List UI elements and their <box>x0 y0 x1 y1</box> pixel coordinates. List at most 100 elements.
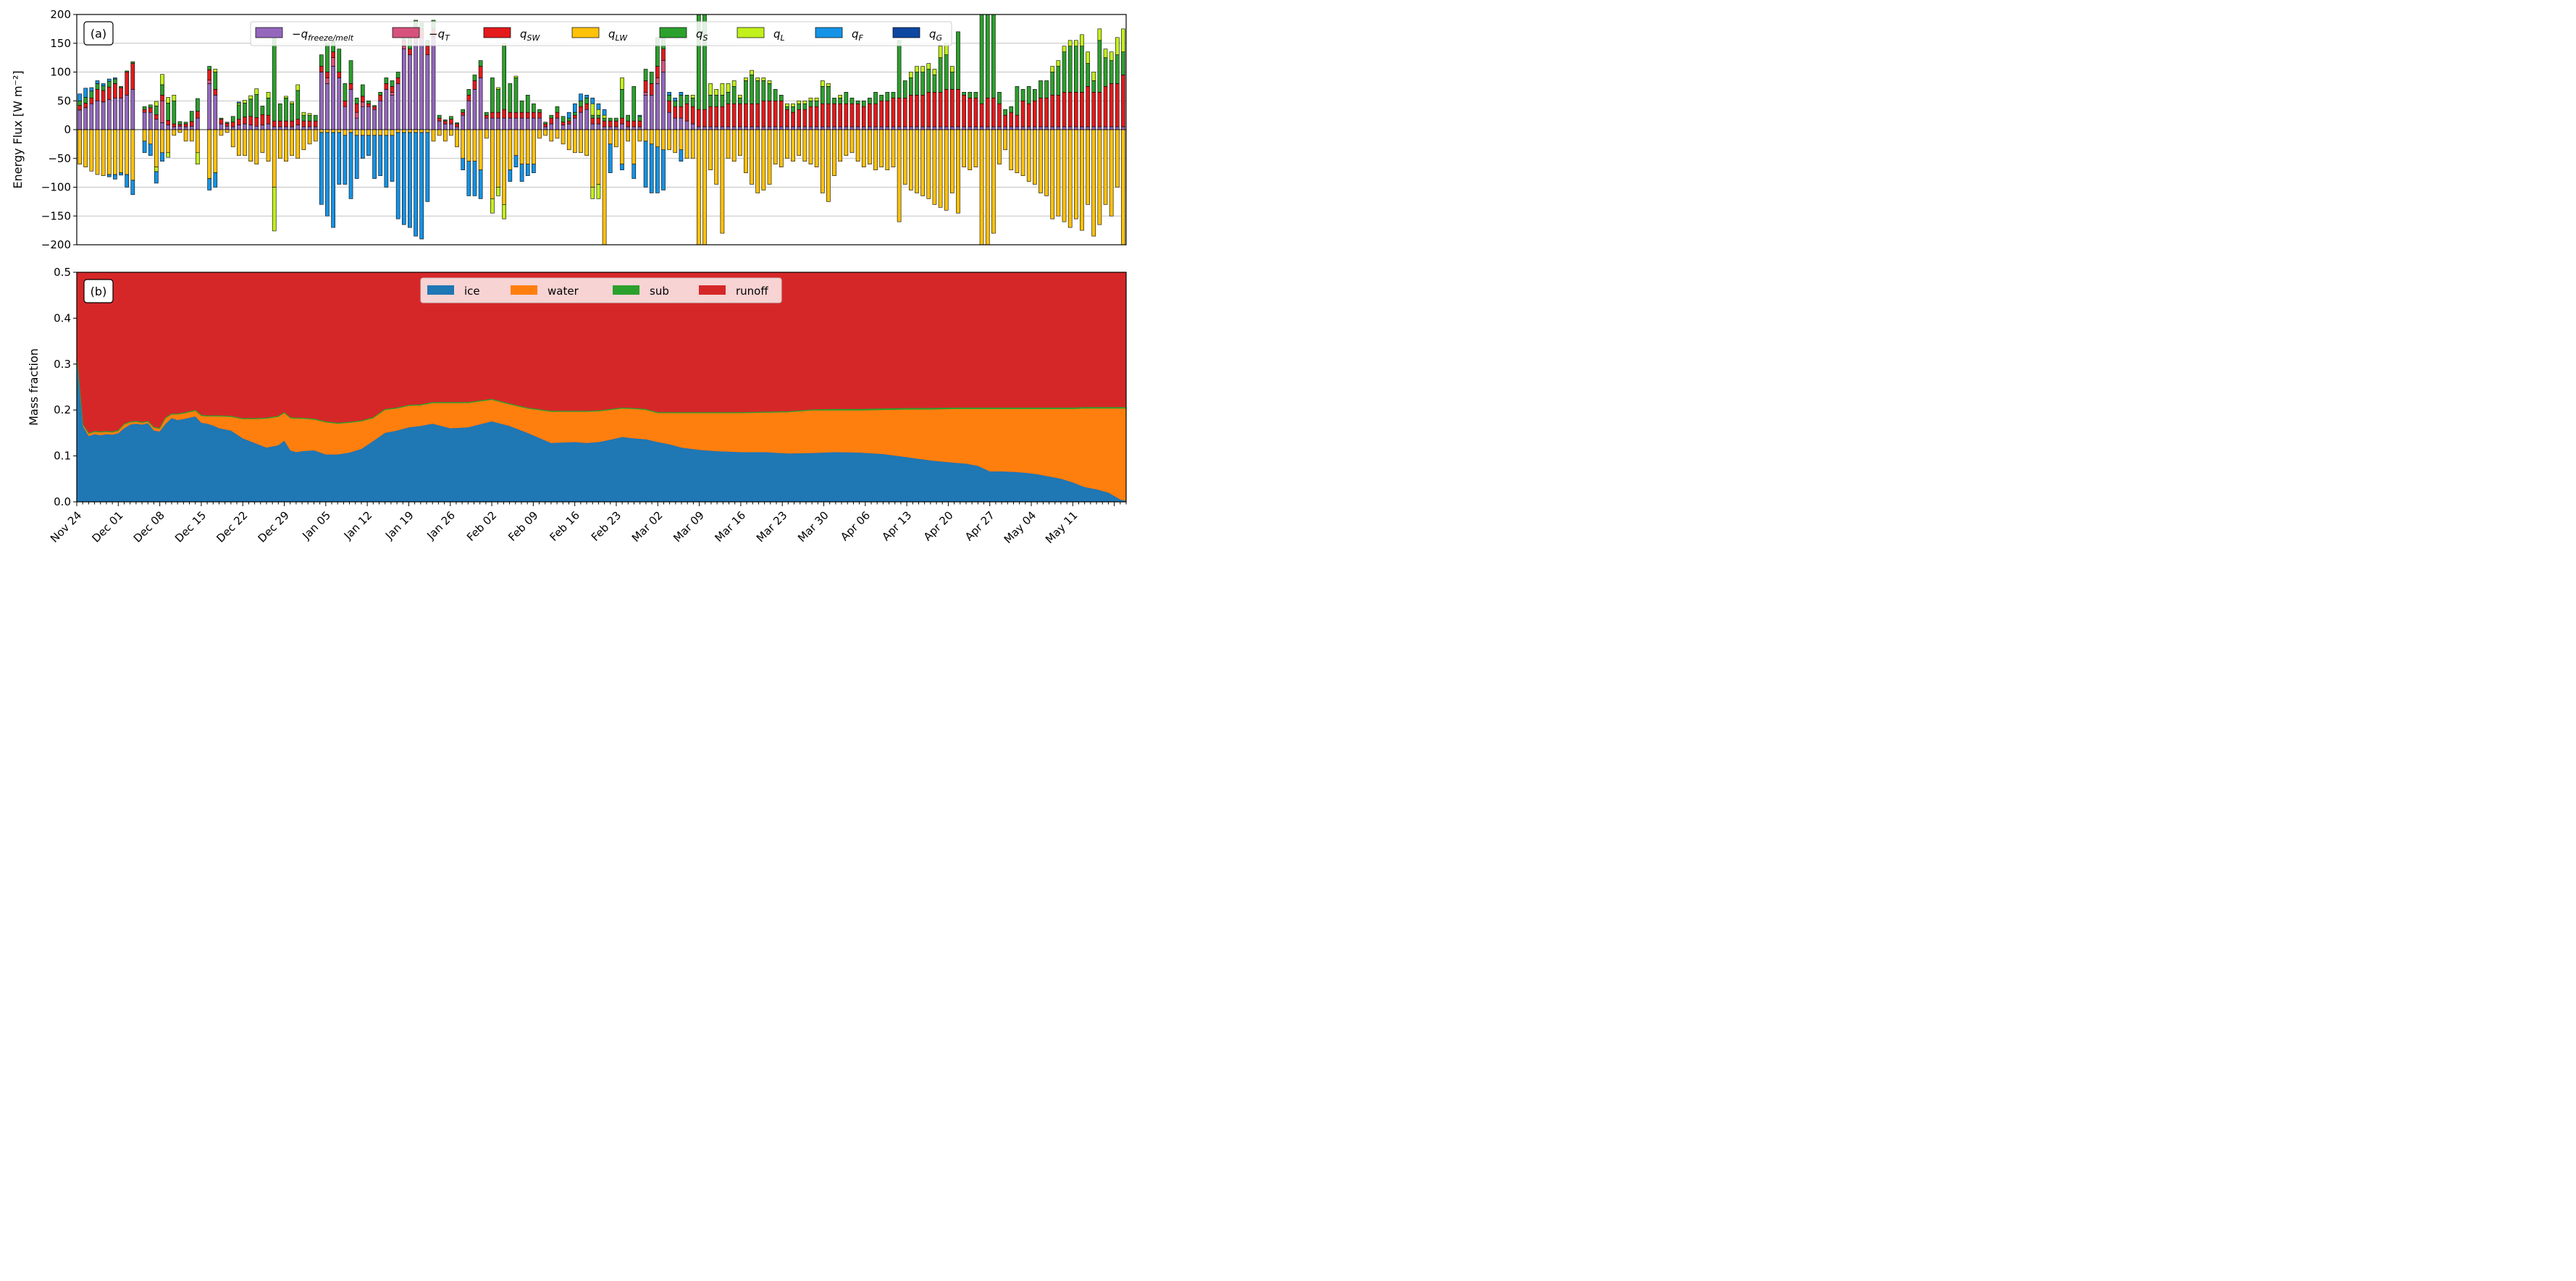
flux-bar-qLW <box>301 129 306 151</box>
x-tick-label: May 11 <box>1043 509 1081 547</box>
flux-bar-freeze_melt <box>702 126 707 130</box>
flux-bar-qL <box>490 198 495 214</box>
x-tick-label: Mar 23 <box>754 509 790 545</box>
flux-bar-qLW <box>414 129 418 133</box>
flux-bar-qF <box>113 174 117 180</box>
flux-bar-qSW <box>154 114 159 119</box>
flux-bar-qL <box>808 97 813 101</box>
flux-bar-freeze_melt <box>125 95 130 130</box>
flux-bar-qSW <box>826 103 831 127</box>
flux-bar-qL <box>154 101 159 106</box>
flux-bar-freeze_melt <box>537 117 542 130</box>
flux-bar-qLW <box>1044 129 1049 196</box>
flux-bar-qL <box>1062 46 1067 52</box>
flux-bar-qF <box>661 149 666 190</box>
flux-bar-qSW <box>962 95 966 127</box>
flux-bar-qSW <box>472 80 477 90</box>
flux-bar-qSW <box>130 63 135 90</box>
flux-bar-qS <box>573 112 577 116</box>
flux-bar-qS <box>537 109 542 113</box>
flux-bar-qS <box>177 121 182 125</box>
flux-bar-qLW <box>802 129 807 162</box>
flux-bar-freeze_melt <box>902 126 907 130</box>
flux-bar-qL <box>272 187 277 232</box>
flux-bar-qS <box>508 83 513 113</box>
flux-bar-qLW <box>95 129 100 175</box>
flux-bar-qL <box>938 46 943 58</box>
flux-bar-freeze_melt <box>478 77 483 130</box>
flux-bar-qLW <box>997 129 1002 165</box>
flux-bar-qF <box>525 164 530 176</box>
flux-bar-qF <box>106 78 112 82</box>
flux-bar-qL <box>826 83 831 87</box>
flux-bar-qSW <box>1009 112 1014 127</box>
flux-bar-freeze_melt <box>879 126 884 130</box>
flux-bar-qSW <box>225 122 230 127</box>
flux-bar-freeze_melt <box>384 89 389 130</box>
flux-bar-qS <box>478 60 483 67</box>
flux-bar-qLW <box>177 129 182 133</box>
flux-bar-qLW <box>354 129 359 136</box>
flux-bar-qLW <box>879 129 884 167</box>
flux-bar-freeze_melt <box>561 125 566 130</box>
flux-bar-qSW <box>537 112 542 119</box>
flux-bar-qS <box>125 70 130 72</box>
flux-bar-qLW <box>196 129 200 154</box>
flux-bar-qLW <box>744 129 748 173</box>
flux-bar-qF <box>579 93 583 101</box>
flux-bar-qS <box>166 103 171 121</box>
legend-label-ice: ice <box>464 285 480 298</box>
flux-bar-qSW <box>891 97 896 127</box>
flux-bar-qLW <box>679 129 684 151</box>
flux-bar-qL <box>301 112 306 116</box>
flux-bar-qSW <box>348 83 353 90</box>
flux-bar-qL <box>496 187 500 196</box>
flux-bar-freeze_melt <box>313 126 318 130</box>
flux-bar-qLW <box>791 129 795 162</box>
flux-bar-qSW <box>761 100 766 127</box>
flux-bar-qSW <box>997 103 1002 127</box>
flux-bar-qF <box>408 132 412 228</box>
flux-bar-qL <box>1067 40 1073 47</box>
flux-bar-qLW <box>779 129 784 167</box>
flux-bar-qSW <box>307 120 312 127</box>
legend-label-qL: qL <box>773 28 785 43</box>
flux-bar-qSW <box>915 95 919 127</box>
flux-bar-qSW <box>525 112 530 119</box>
flux-bar-qL <box>720 83 725 96</box>
x-tick-label: Mar 09 <box>671 509 707 545</box>
flux-bar-qS <box>113 78 117 84</box>
flux-bar-qF <box>237 101 241 104</box>
flux-bar-qLW <box>401 129 406 133</box>
flux-bar-qS <box>944 54 949 90</box>
x-tick-label: Dec 01 <box>89 509 125 545</box>
flux-bar-freeze_melt <box>744 126 748 130</box>
legend-label-qLW: qLW <box>608 28 628 43</box>
flux-bar-qLW <box>655 129 660 148</box>
flux-bar-qSW <box>737 103 742 127</box>
flux-bar-qSW <box>584 103 589 110</box>
flux-bar-qLW <box>620 129 624 165</box>
legend-swatch-qT <box>392 27 420 38</box>
flux-bar-qSW <box>655 66 660 78</box>
y-tick-label: −100 <box>41 181 71 194</box>
flux-bar-qS <box>301 114 306 122</box>
flux-bar-qLW <box>395 129 400 133</box>
flux-bar-qSW <box>543 123 547 127</box>
x-tick-label: Dec 08 <box>131 509 167 545</box>
flux-bar-freeze_melt <box>77 109 82 130</box>
flux-bar-qS <box>690 97 695 107</box>
flux-bar-freeze_melt <box>1050 126 1055 130</box>
flux-bar-qL <box>750 70 754 75</box>
flux-bar-qL <box>767 80 772 84</box>
energy-flux-legend: −qfreeze/melt −qT qSW qLW qS qL qF qG <box>250 21 952 46</box>
flux-bar-qS <box>395 72 400 78</box>
flux-bar-freeze_melt <box>83 107 88 130</box>
flux-bar-qSW <box>608 120 613 127</box>
flux-bar-qSW <box>1015 114 1020 127</box>
y-tick-label: 200 <box>50 8 71 21</box>
flux-bar-qLW <box>160 129 164 154</box>
flux-bar-qF <box>508 169 513 182</box>
x-tick-label: Apr 13 <box>879 509 914 544</box>
flux-bar-freeze_melt <box>307 126 312 130</box>
